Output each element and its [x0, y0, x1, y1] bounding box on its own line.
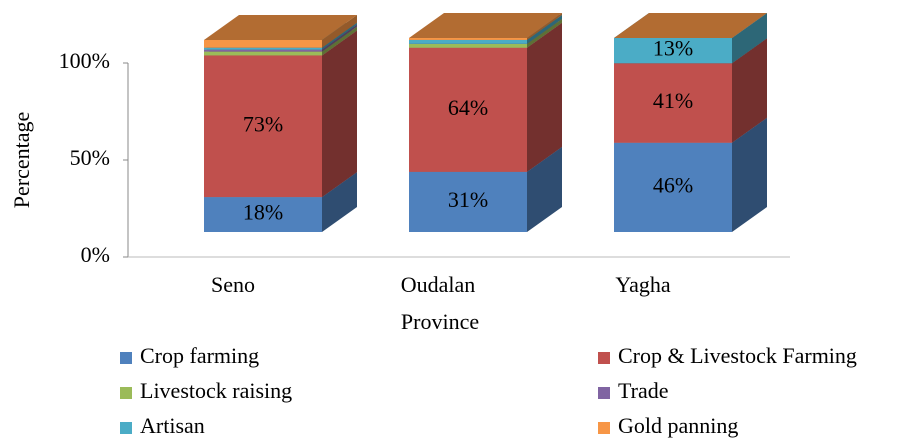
bar-side	[527, 13, 562, 40]
legend-swatch	[120, 387, 132, 399]
legend-label: Crop farming	[140, 343, 259, 368]
bar-side	[322, 26, 357, 56]
bar-side	[322, 30, 357, 198]
data-label: 64%	[448, 95, 488, 120]
bar-segment	[409, 39, 527, 44]
bar-segment	[409, 47, 527, 172]
legend-swatch	[598, 352, 610, 364]
data-label: 73%	[243, 111, 283, 136]
legend-swatch	[120, 352, 132, 364]
bar-segment	[204, 47, 322, 50]
bar-side	[732, 117, 767, 232]
bar-segment	[409, 38, 527, 40]
data-label: 13%	[653, 36, 693, 61]
x-tick-label: Oudalan	[401, 272, 476, 297]
bar-top	[614, 13, 767, 38]
bar-side	[527, 18, 562, 48]
legend-label: Gold panning	[618, 413, 738, 438]
bar-side	[322, 172, 357, 232]
bar-segment	[409, 171, 527, 232]
bar-top	[409, 13, 562, 38]
bar-side	[322, 22, 357, 50]
legend-label: Trade	[618, 378, 669, 403]
x-tick-label: Seno	[211, 272, 255, 297]
legend-label: Crop & Livestock Farming	[618, 343, 857, 368]
x-axis-title: Province	[401, 309, 479, 334]
bar-side	[322, 24, 357, 52]
bar-segment	[204, 55, 322, 198]
data-label: 46%	[653, 172, 693, 197]
y-axis-title: Percentage	[9, 112, 34, 209]
bar-side	[732, 38, 767, 143]
y-tick-label: 100%	[59, 48, 110, 73]
legend-label: Artisan	[140, 413, 205, 438]
data-label: 41%	[653, 88, 693, 113]
data-label: 31%	[448, 187, 488, 212]
legend-swatch	[598, 422, 610, 434]
bar-segment	[204, 49, 322, 52]
bar-segment	[204, 39, 322, 48]
bar-segment	[614, 63, 732, 143]
y-tick-label: 50%	[70, 145, 110, 170]
bar-segment	[614, 38, 732, 64]
bar-segment	[204, 197, 322, 232]
bar-segment	[614, 142, 732, 232]
bar-side	[527, 146, 562, 232]
bar-side	[527, 14, 562, 44]
bar-segment	[204, 51, 322, 56]
bar-top	[204, 14, 357, 40]
bar-segment	[409, 43, 527, 48]
legend-label: Livestock raising	[140, 378, 292, 403]
legend-swatch	[120, 422, 132, 434]
legend-swatch	[598, 387, 610, 399]
y-tick-label: 0%	[81, 242, 110, 267]
bar-side	[527, 22, 562, 172]
data-label: 18%	[243, 200, 283, 225]
x-tick-label: Yagha	[615, 272, 670, 297]
bar-side	[322, 14, 357, 48]
bar-side	[732, 13, 767, 64]
